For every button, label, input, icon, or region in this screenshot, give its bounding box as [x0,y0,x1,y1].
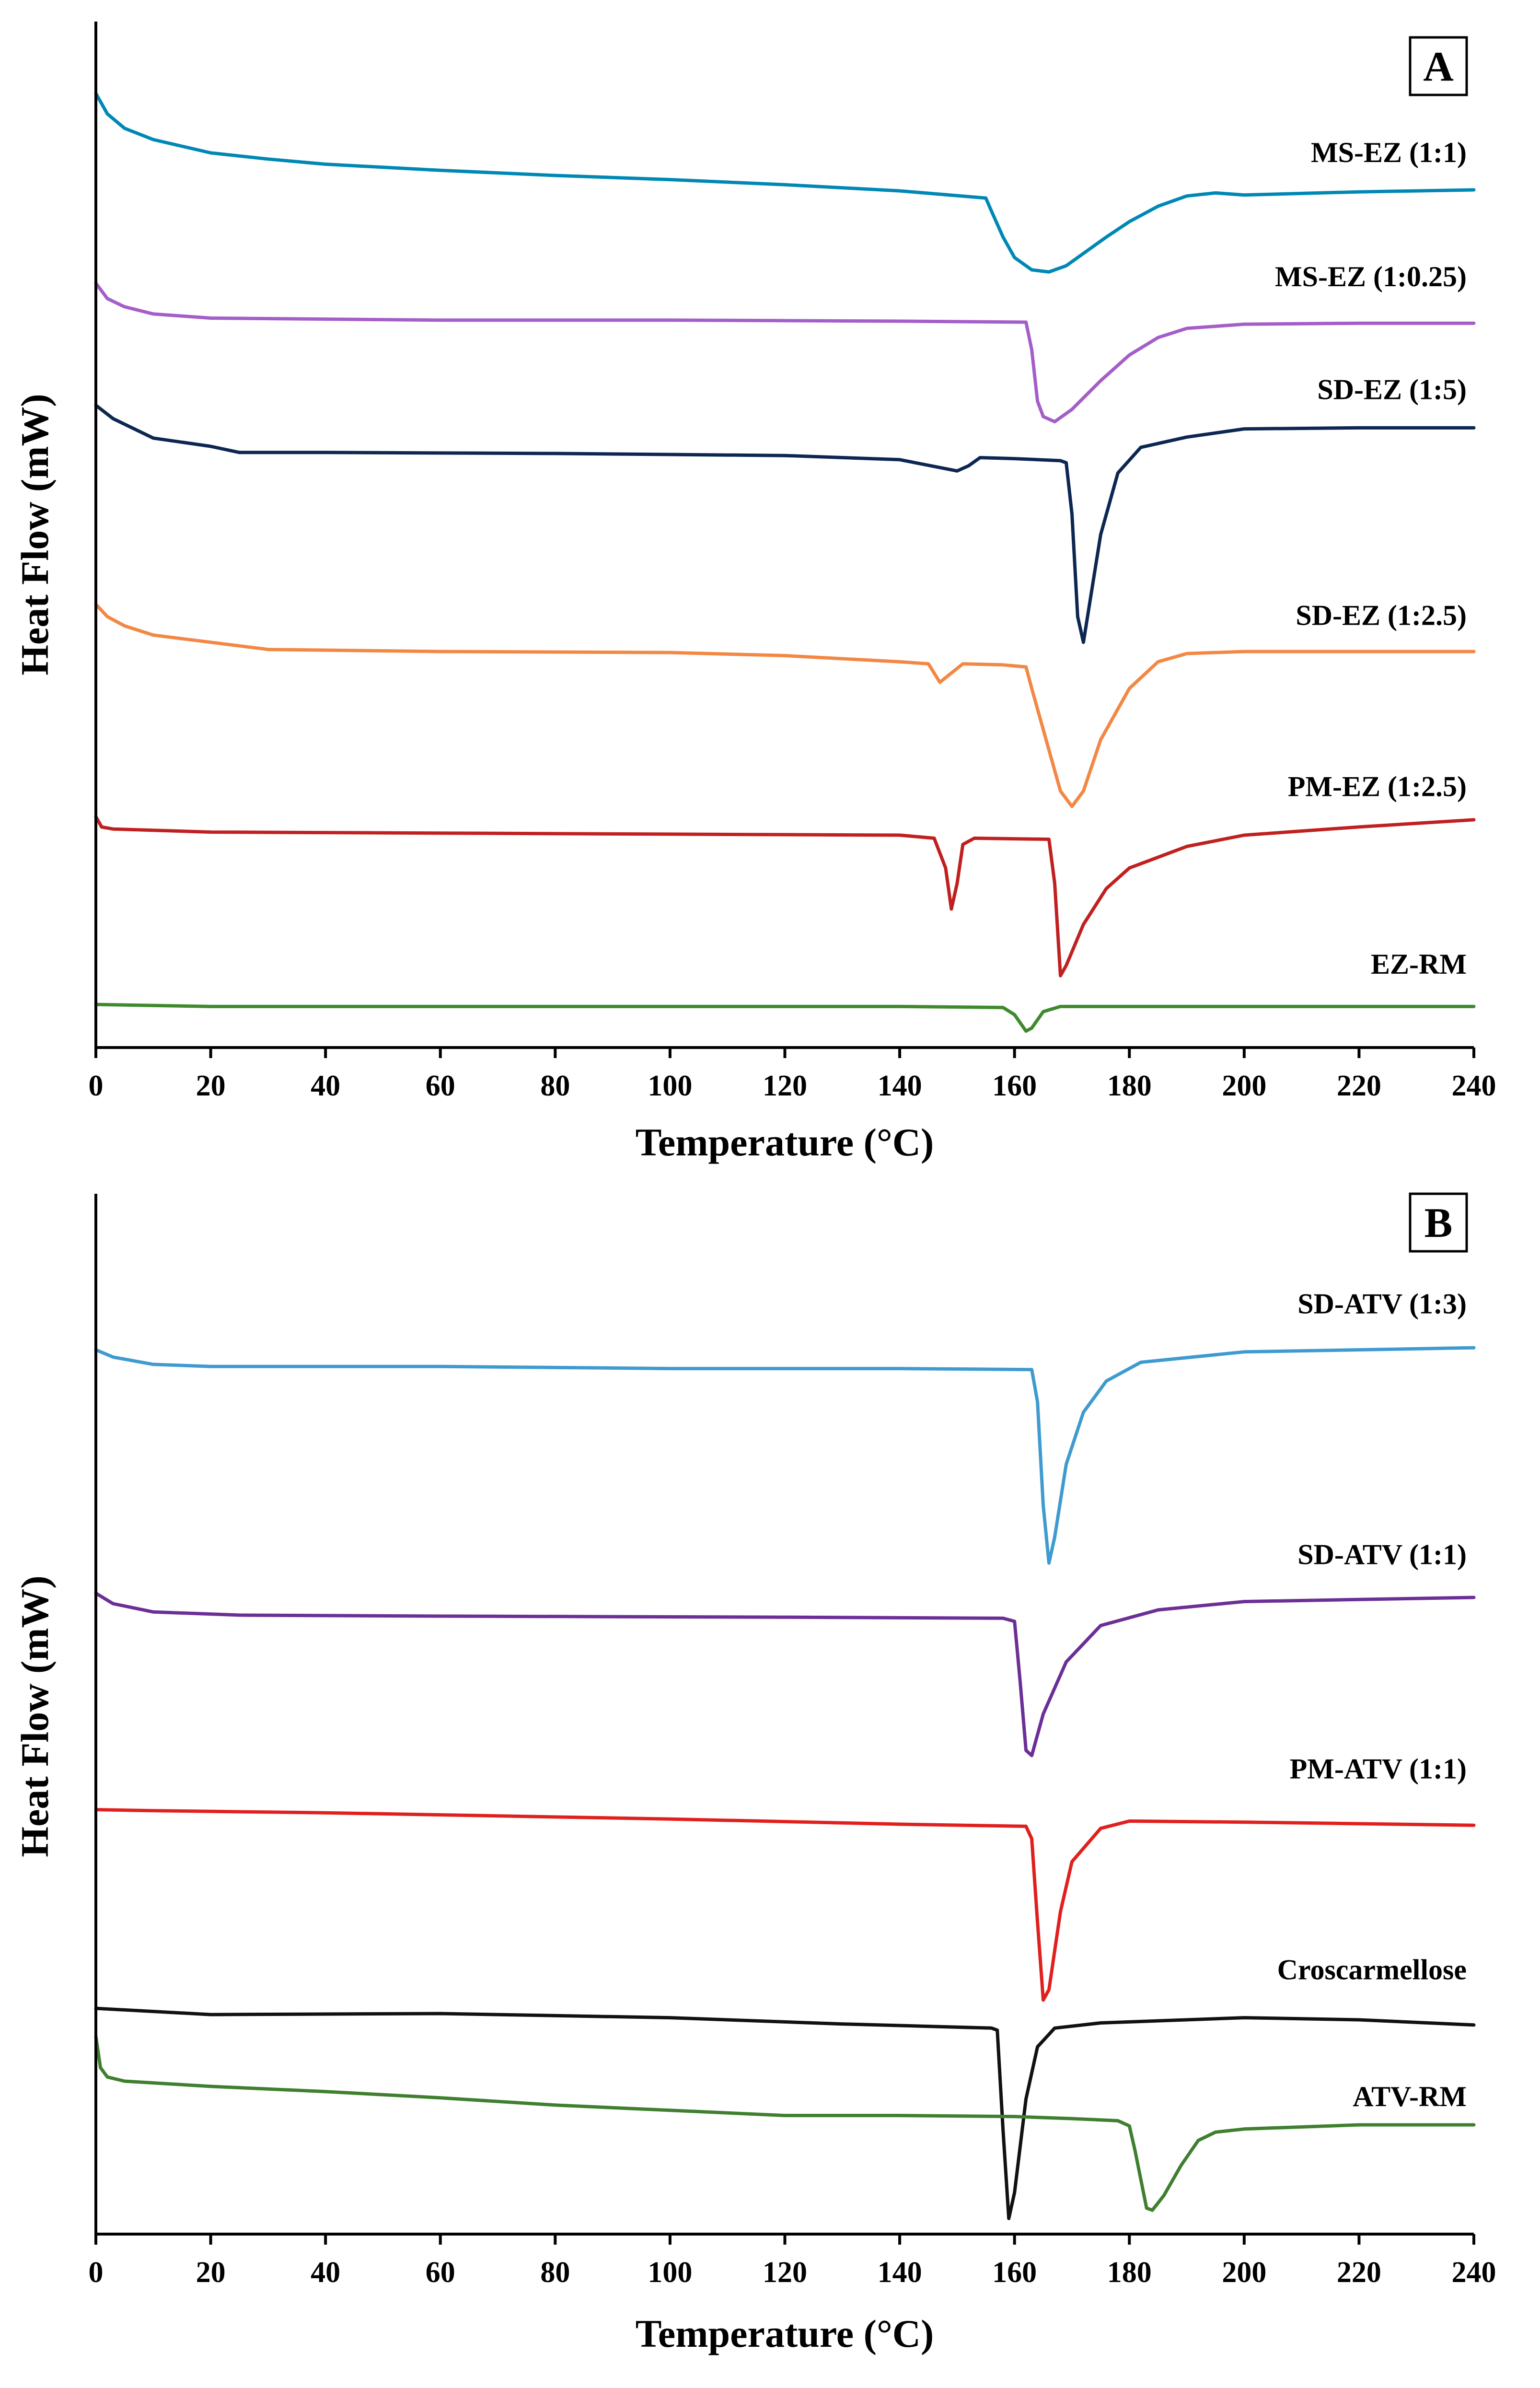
panel-b-trace-sd-atv-1-1 [94,1591,1476,1758]
panel-a-label-pm-ez-1-2-5: PM-EZ (1:2.5) [1288,771,1467,803]
panel-a-trace-ez-rm [94,1002,1476,1033]
panel-a-x-tick-label-80: 80 [540,1070,570,1102]
panel-b-trace-atv-rm [94,2035,1476,2212]
panel-b-x-tick-label-120: 120 [763,2256,807,2289]
panel-b-series-labels: SD-ATV (1:3) SD-ATV (1:1) PM-ATV (1:1) Cros… [1277,1288,1467,2113]
panel-a-x-tick-label-160: 160 [992,1070,1037,1102]
panel-b-x-tick-label-0: 0 [89,2256,104,2289]
panel-a-x-tick-label-140: 140 [878,1070,922,1102]
panel-a-x-tick-label-20: 20 [196,1070,226,1102]
panel-b-x-ticks: 0 20 40 60 80 100 120 140 160 180 200 220 240 [89,2234,1496,2289]
panel-a-x-tick-label-100: 100 [648,1070,692,1102]
panel-b-y-title: Heat Flow (mW) [13,1575,57,1857]
panel-b-label-pm-atv-1-1: PM-ATV (1:1) [1290,1753,1467,1785]
panel-a-label-ms-ez-1-0-25: MS-EZ (1:0.25) [1275,261,1467,292]
panel-b-x-tick-label-100: 100 [648,2256,692,2289]
panel-a-trace-ms-ez-1-0-25 [94,281,1476,424]
panel-a-x-ticks: 0 20 40 60 80 100 120 140 160 180 200 220 240 [89,1048,1496,1102]
panel-a-label-ez-rm: EZ-RM [1371,948,1467,980]
panel-a-label-sd-ez-1-2-5: SD-EZ (1:2.5) [1296,599,1467,631]
panel-a-x-tick-label-240: 240 [1452,1070,1496,1102]
panel-a-traces [94,92,1476,1033]
panel-a-x-tick-label-60: 60 [426,1070,455,1102]
panel-a-x-tick-label-180: 180 [1107,1070,1152,1102]
panel-a-x-tick-label-40: 40 [311,1070,340,1102]
panel-a-label-sd-ez-1-5: SD-EZ (1:5) [1317,374,1467,406]
panel-b-x-tick-label-240: 240 [1452,2256,1496,2289]
panel-a-x-tick-label-200: 200 [1222,1070,1266,1102]
panel-b-label-atv-rm: ATV-RM [1353,2081,1467,2112]
panel-b-trace-croscarmellose [94,2006,1476,2220]
panel-a-x-tick-label-0: 0 [89,1070,104,1102]
panel-b-x-tick-label-80: 80 [540,2256,570,2289]
panel-b-x-tick-label-20: 20 [196,2256,226,2289]
panel-b-x-tick-label-140: 140 [878,2256,922,2289]
panel-b-label-sd-atv-1-1: SD-ATV (1:1) [1297,1539,1467,1571]
panel-b-letter-box [1409,1192,1468,1253]
panel-a-trace-sd-ez-1-5 [94,403,1476,644]
panel-a-label-ms-ez-1-1: MS-EZ (1:1) [1311,137,1467,168]
panel-b-x-tick-label-160: 160 [992,2256,1037,2289]
panel-b-label-croscarmellose: Croscarmellose [1277,1954,1467,1985]
panel-a-x-tick-label-120: 120 [763,1070,807,1102]
panel-b: SD-ATV (1:3) SD-ATV (1:1) PM-ATV (1:1) Cros… [13,1192,1496,2355]
panel-a-series-labels: MS-EZ (1:1) MS-EZ (1:0.25) SD-EZ (1:5) SD-E… [1275,137,1467,980]
panel-b-x-tick-label-220: 220 [1337,2256,1381,2289]
panel-b-trace-pm-atv-1-1 [94,1808,1476,2002]
panel-b-x-tick-label-180: 180 [1107,2256,1152,2289]
panel-a-x-title: Temperature (°C) [636,1120,934,1164]
panel-a-trace-pm-ez-1-2-5 [94,815,1476,978]
panel-b-x-tick-label-200: 200 [1222,2256,1266,2289]
panel-b-x-tick-label-40: 40 [311,2256,340,2289]
panel-a-trace-sd-ez-1-2-5 [94,603,1476,808]
panel-b-trace-sd-atv-1-3 [94,1346,1476,1565]
panel-a-trace-ms-ez-1-1 [94,92,1476,274]
panel-a-x-tick-label-220: 220 [1337,1070,1381,1102]
panel-a-letter-box [1409,36,1468,96]
panel-b-traces [94,1346,1476,2220]
panel-a-letter: A [1423,44,1454,90]
panel-a-y-title: Heat Flow (mW) [13,394,57,676]
panel-b-letter: B [1424,1200,1453,1246]
panel-b-label-sd-atv-1-3: SD-ATV (1:3) [1297,1288,1467,1320]
panel-a: MS-EZ (1:1) MS-EZ (1:0.25) SD-EZ (1:5) SD-E… [13,22,1496,1164]
panel-b-x-tick-label-60: 60 [426,2256,455,2289]
panel-b-x-title: Temperature (°C) [636,2312,934,2355]
